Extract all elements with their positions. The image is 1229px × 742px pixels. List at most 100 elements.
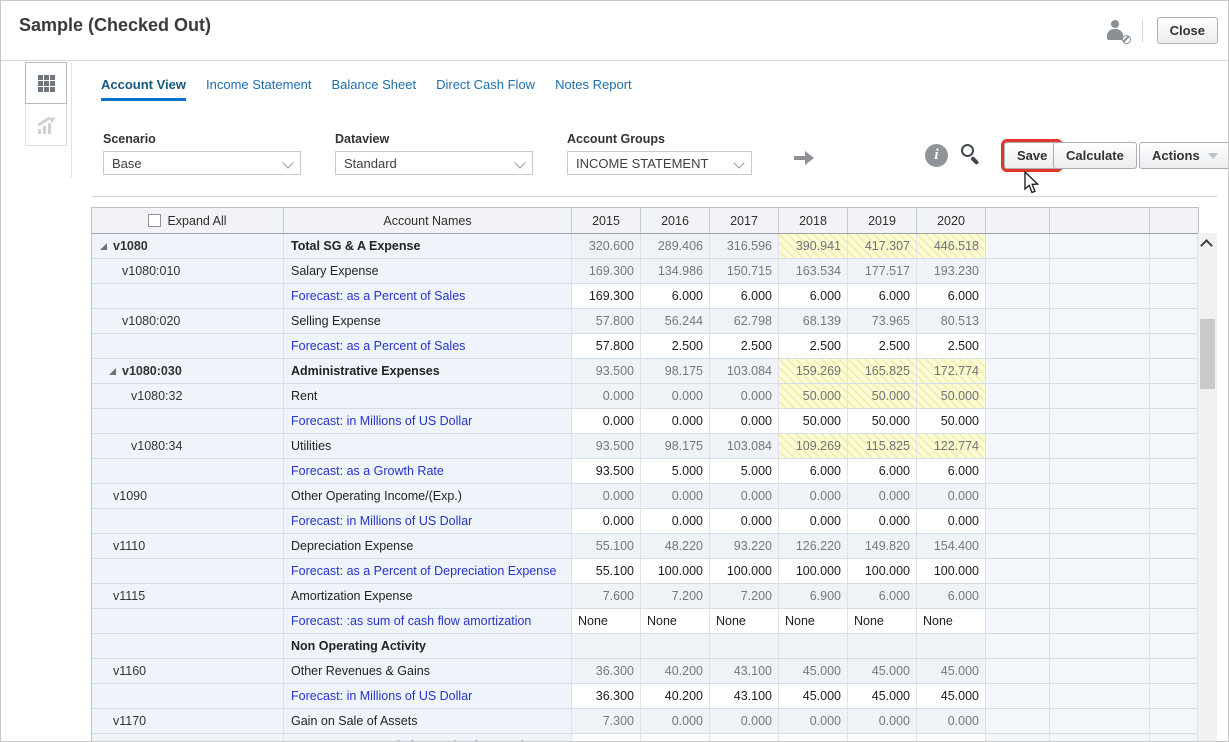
row-name-cell[interactable]: Selling Expense (284, 309, 572, 334)
value-cell[interactable]: 45.000 (848, 659, 917, 684)
value-cell[interactable]: 0.000 (641, 484, 710, 509)
forecast-method-link[interactable]: Forecast: in Millions of US Dollar (284, 684, 572, 709)
value-cell[interactable]: 5.000 (641, 459, 710, 484)
value-cell[interactable]: 103.084 (710, 359, 779, 384)
close-button[interactable]: Close (1156, 17, 1218, 44)
scenario-select[interactable]: Base (103, 151, 301, 175)
forecast-method-link[interactable]: Forecast: in Millions of US Dollar (284, 509, 572, 534)
value-cell[interactable]: 0.000 (572, 384, 641, 409)
value-cell[interactable]: 316.596 (710, 234, 779, 259)
value-cell[interactable]: 0.000 (710, 384, 779, 409)
value-cell[interactable]: 56.244 (641, 309, 710, 334)
row-name-cell[interactable]: Total SG & A Expense (284, 234, 572, 259)
value-cell[interactable]: 122.774 (917, 434, 986, 459)
value-cell[interactable]: 149.820 (848, 534, 917, 559)
value-cell[interactable]: 68.139 (779, 309, 848, 334)
tab-direct-cash-flow[interactable]: Direct Cash Flow (436, 77, 535, 104)
value-cell[interactable]: 134.986 (641, 259, 710, 284)
value-cell[interactable]: 0.000 (848, 709, 917, 734)
value-cell[interactable]: 2.500 (779, 334, 848, 359)
row-name-cell[interactable]: Amortization Expense (284, 584, 572, 609)
value-cell[interactable]: 7.200 (641, 584, 710, 609)
value-cell[interactable]: None (917, 609, 986, 634)
year-header-2016[interactable]: 2016 (641, 208, 710, 233)
value-cell[interactable]: 193.230 (917, 259, 986, 284)
value-cell[interactable]: 2.500 (848, 334, 917, 359)
year-header-2018[interactable]: 2018 (779, 208, 848, 233)
value-cell[interactable]: 50.000 (917, 384, 986, 409)
user-status-icon[interactable] (1106, 19, 1131, 44)
value-cell[interactable]: 0.000 (848, 484, 917, 509)
value-cell[interactable] (572, 634, 641, 659)
value-cell[interactable]: 0.000 (779, 734, 848, 741)
value-cell[interactable]: 40.200 (641, 659, 710, 684)
row-name-cell[interactable]: Administrative Expenses (284, 359, 572, 384)
value-cell[interactable]: 62.798 (710, 309, 779, 334)
value-cell[interactable]: 0.000 (572, 509, 641, 534)
value-cell[interactable]: 93.500 (572, 434, 641, 459)
value-cell[interactable]: 50.000 (779, 409, 848, 434)
value-cell[interactable]: None (710, 609, 779, 634)
value-cell[interactable]: 320.600 (572, 234, 641, 259)
value-cell[interactable]: 57.800 (572, 334, 641, 359)
value-cell[interactable]: None (779, 609, 848, 634)
value-cell[interactable]: 126.220 (779, 534, 848, 559)
value-cell[interactable]: 7.600 (572, 584, 641, 609)
row-name-cell[interactable]: Utilities (284, 434, 572, 459)
value-cell[interactable]: 93.500 (572, 459, 641, 484)
value-cell[interactable]: 169.300 (572, 284, 641, 309)
value-cell[interactable]: 2.500 (917, 334, 986, 359)
value-cell[interactable]: 40.200 (641, 684, 710, 709)
calculate-button[interactable]: Calculate (1053, 142, 1137, 169)
value-cell[interactable]: 0.000 (710, 734, 779, 741)
value-cell[interactable] (641, 634, 710, 659)
value-cell[interactable]: 159.269 (779, 359, 848, 384)
value-cell[interactable]: 50.000 (917, 409, 986, 434)
forecast-method-link[interactable]: Forecast: as a Percent of Sales (284, 334, 572, 359)
value-cell[interactable]: 109.269 (779, 434, 848, 459)
row-name-cell[interactable]: Other Revenues & Gains (284, 659, 572, 684)
value-cell[interactable]: 2.500 (641, 334, 710, 359)
value-cell[interactable]: 80.513 (917, 309, 986, 334)
value-cell[interactable]: 48.220 (641, 534, 710, 559)
actions-menu-button[interactable]: Actions (1139, 142, 1228, 169)
value-cell[interactable]: 115.825 (848, 434, 917, 459)
value-cell[interactable]: 0.000 (779, 484, 848, 509)
collapse-triangle-icon[interactable] (100, 242, 107, 250)
value-cell[interactable]: 43.100 (710, 659, 779, 684)
value-cell[interactable]: 172.774 (917, 359, 986, 384)
value-cell[interactable]: 6.000 (710, 284, 779, 309)
value-cell[interactable]: 36.300 (572, 684, 641, 709)
value-cell[interactable]: 55.100 (572, 534, 641, 559)
value-cell[interactable]: 7.300 (572, 734, 641, 741)
value-cell[interactable] (848, 634, 917, 659)
value-cell[interactable]: 50.000 (779, 384, 848, 409)
forecast-method-link[interactable]: Forecast: : Proceeds from Sale of Assets… (284, 734, 572, 741)
tab-income-statement[interactable]: Income Statement (206, 77, 312, 104)
value-cell[interactable]: None (641, 609, 710, 634)
value-cell[interactable]: 165.825 (848, 359, 917, 384)
value-cell[interactable]: 0.000 (641, 709, 710, 734)
value-cell[interactable] (779, 634, 848, 659)
value-cell[interactable]: 93.500 (572, 359, 641, 384)
row-name-cell[interactable]: Depreciation Expense (284, 534, 572, 559)
expand-all-checkbox[interactable] (148, 214, 162, 227)
year-header-2019[interactable]: 2019 (848, 208, 917, 233)
row-name-cell[interactable]: Rent (284, 384, 572, 409)
value-cell[interactable]: 5.000 (710, 459, 779, 484)
value-cell[interactable]: 55.100 (572, 559, 641, 584)
value-cell[interactable]: 0.000 (641, 509, 710, 534)
row-name-cell[interactable]: Gain on Sale of Assets (284, 709, 572, 734)
row-name-cell[interactable]: Salary Expense (284, 259, 572, 284)
value-cell[interactable]: 43.100 (710, 684, 779, 709)
value-cell[interactable]: 45.000 (779, 684, 848, 709)
value-cell[interactable]: 100.000 (710, 559, 779, 584)
forecast-method-link[interactable]: Forecast: :as sum of cash flow amortizat… (284, 609, 572, 634)
value-cell[interactable]: 93.220 (710, 534, 779, 559)
account-groups-select[interactable]: INCOME STATEMENT (567, 151, 752, 175)
value-cell[interactable]: 0.000 (848, 734, 917, 741)
value-cell[interactable]: 0.000 (848, 509, 917, 534)
value-cell[interactable]: 6.000 (779, 284, 848, 309)
value-cell[interactable]: 100.000 (779, 559, 848, 584)
collapse-triangle-icon[interactable] (109, 367, 116, 375)
